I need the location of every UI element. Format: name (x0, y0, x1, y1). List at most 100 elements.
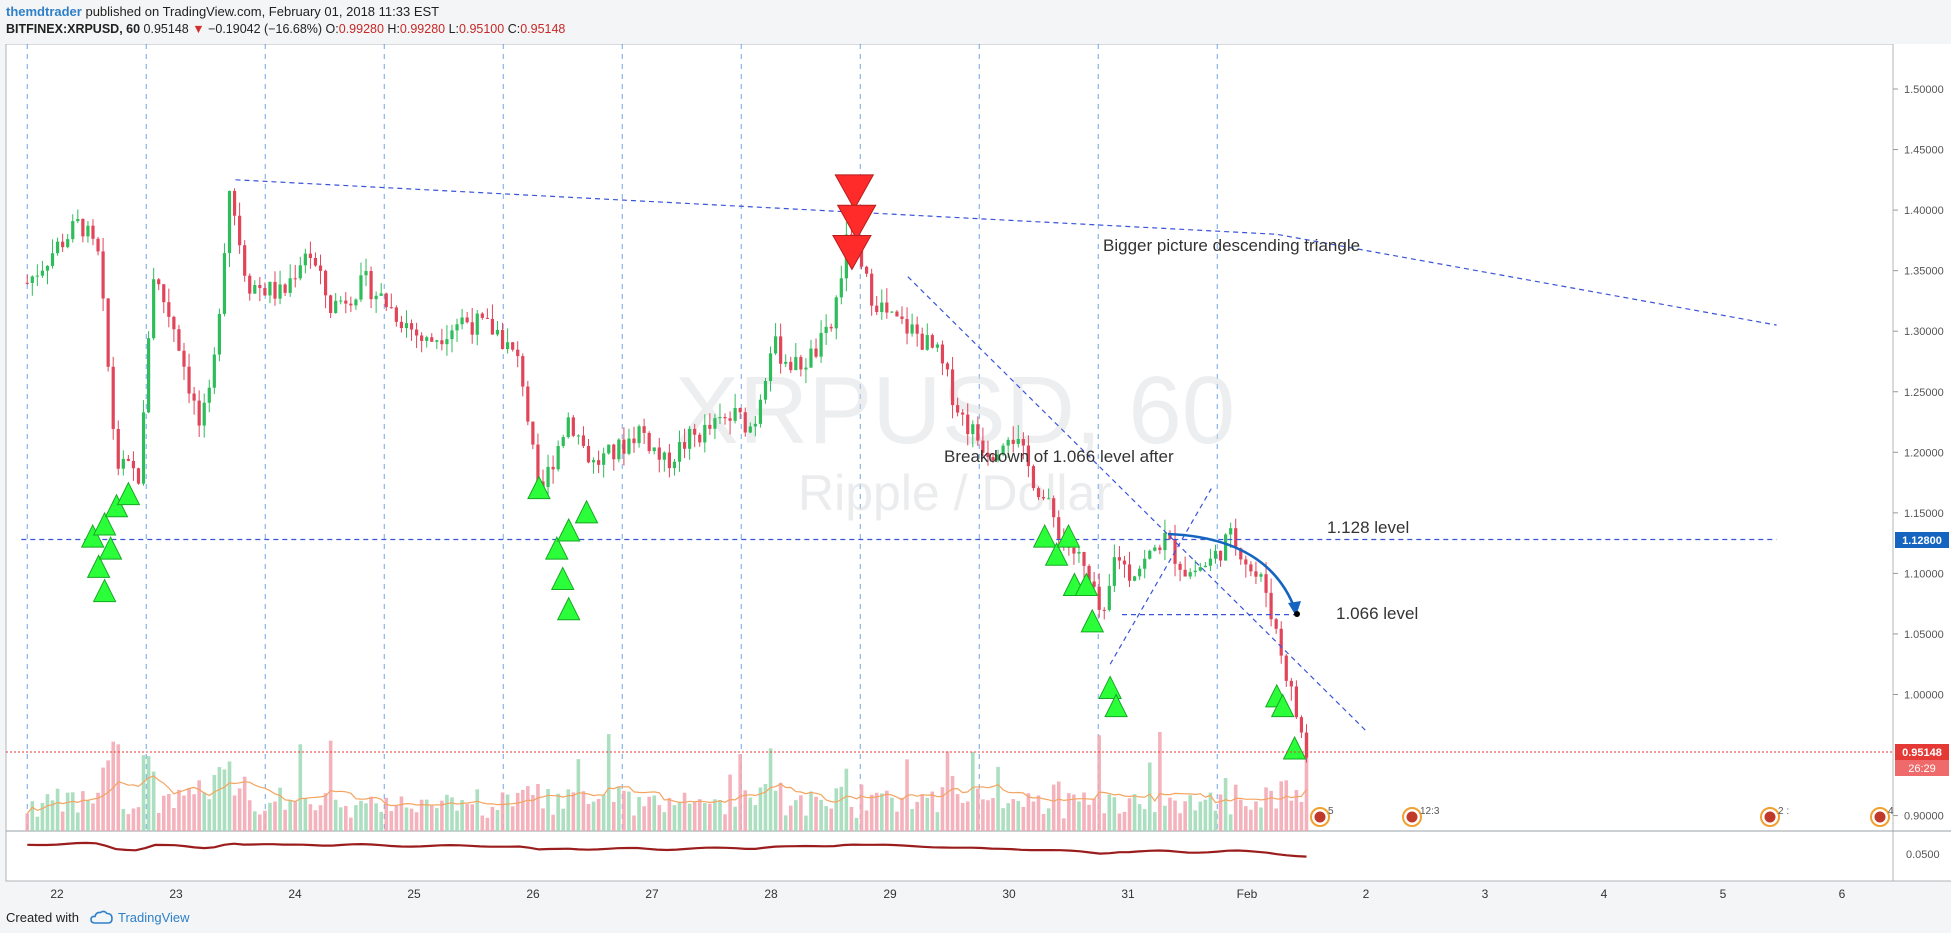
annotation-triangle[interactable]: Bigger picture descending triangle (1103, 236, 1360, 255)
candle-body (607, 444, 611, 454)
volume-bar (247, 800, 252, 831)
candle-body (192, 393, 196, 401)
volume-bar (263, 810, 267, 831)
volume-bar (192, 794, 196, 831)
candle-body (96, 238, 100, 252)
candle-body (920, 333, 924, 350)
volume-bar (1274, 808, 1278, 831)
candle-body (425, 337, 429, 341)
event-count: 12:3 (1420, 806, 1440, 817)
candle-body (546, 466, 550, 487)
volume-bar (1016, 801, 1021, 831)
volume-bar (879, 793, 884, 831)
price-axis: 1.50000 1.45000 1.40000 1.35000 1.30000 1.250… (1893, 84, 1944, 823)
buy-signal-icon (1044, 542, 1069, 566)
volume-bar (1168, 797, 1172, 831)
candle-body (1132, 576, 1137, 581)
candle-body (50, 253, 55, 266)
candle-body (981, 440, 985, 453)
candle-body (152, 279, 156, 339)
candle-body (243, 245, 247, 276)
candle-body (516, 349, 520, 357)
annotation-1066-level[interactable]: 1.066 level (1336, 604, 1418, 623)
annotation-1128-level[interactable]: 1.128 level (1327, 518, 1409, 537)
time-tick-label: 22 (50, 887, 64, 901)
volume-bar (485, 817, 490, 831)
time-tick-label: 25 (407, 887, 421, 901)
volume-bar (596, 798, 601, 831)
candle-body (733, 407, 737, 421)
candle-body (91, 225, 95, 239)
time-tick-label: 29 (883, 887, 897, 901)
candle-body (172, 316, 176, 330)
volume-bar (723, 814, 727, 831)
candle-body (662, 452, 666, 460)
volume-bar (910, 809, 914, 831)
candle-body (571, 417, 575, 436)
volume-bar (1087, 804, 1091, 831)
buy-signal-icon (1282, 735, 1307, 760)
candle-body (182, 350, 186, 367)
candle-body (66, 239, 70, 248)
annotation-breakdown[interactable]: Breakdown of 1.066 level after (944, 447, 1174, 466)
buy-signal-icon (1098, 675, 1122, 699)
oscillator-line (27, 841, 1307, 858)
volume-bar (156, 812, 161, 831)
volume-bar (682, 792, 687, 831)
author-name[interactable]: themdtrader (6, 4, 82, 19)
buy-signal-icon (92, 578, 117, 603)
volume-bar (364, 803, 368, 831)
volume-bar (586, 804, 591, 831)
candle-body (283, 284, 287, 293)
candle-body (728, 418, 732, 421)
candle-body (86, 225, 90, 237)
candle-body (121, 458, 125, 469)
footer-brand-link[interactable]: TradingView (118, 910, 190, 925)
price-tick-label: 1.00000 (1904, 690, 1944, 702)
volume-bar (45, 794, 50, 831)
candle-body (339, 300, 343, 302)
volume-bar (976, 788, 980, 831)
volume-bar (1067, 793, 1071, 831)
candle-body (61, 241, 65, 248)
chart-canvas[interactable]: XRPUSD, 60 Ripple / Dollar Bigger pictur… (0, 44, 1951, 903)
price-change: −0.19042 (−16.68%) (208, 22, 323, 36)
volume-bar (571, 792, 576, 831)
candle-body (202, 402, 206, 426)
candle-body (905, 319, 909, 334)
volume-bar (1001, 808, 1005, 831)
symbol-label[interactable]: BITFINEX:XRPUSD, 60 (6, 22, 141, 36)
volume-bar (197, 780, 201, 831)
volume-bar (885, 790, 889, 831)
volume-bar (1173, 800, 1177, 831)
tradingview-cloud-icon[interactable] (90, 909, 114, 925)
candle-body (420, 335, 424, 341)
volume-bar (788, 805, 793, 831)
candle-body (116, 429, 120, 469)
candle-body (768, 353, 773, 382)
volume-bar (642, 806, 646, 831)
candle-body (895, 311, 899, 317)
volume-bar (500, 792, 505, 831)
price-axis-bg[interactable] (1893, 44, 1951, 881)
level-point (1294, 611, 1300, 617)
candle-body (839, 278, 843, 298)
candle-body (1254, 571, 1258, 577)
candle-body (374, 295, 378, 300)
time-axis[interactable]: 22 23 24 25 26 27 28 29 30 31 Feb 2 3 4 5 6 (50, 887, 1845, 901)
volume-bar (991, 798, 995, 831)
volume-bar (849, 806, 854, 831)
candle-body (238, 215, 242, 246)
volume-bar (566, 789, 571, 831)
buy-signal-icon (574, 499, 599, 524)
volume-bar (187, 788, 191, 831)
candle-body (834, 297, 838, 329)
volume-bar (844, 768, 849, 831)
volume-bar (328, 740, 333, 831)
volume-bar (1051, 784, 1056, 831)
volume-bar (667, 797, 672, 831)
candle-body (349, 303, 353, 306)
candle-body (824, 326, 828, 333)
volume-bar (996, 766, 1000, 831)
candle-body (763, 381, 768, 400)
